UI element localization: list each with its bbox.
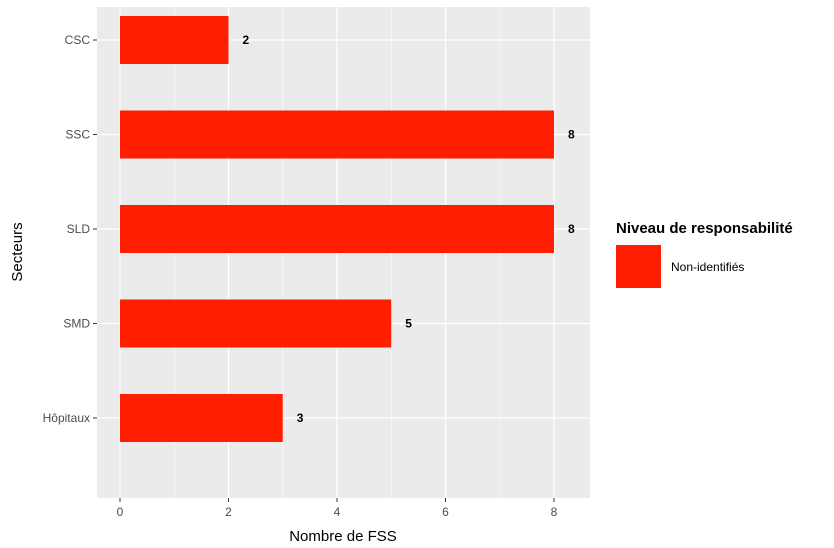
y-tick-label: SMD <box>63 317 90 331</box>
bars <box>120 16 554 442</box>
bar-data-label: 2 <box>243 33 250 47</box>
x-tick-label: 8 <box>551 505 558 519</box>
x-tick-label: 2 <box>225 505 232 519</box>
bar-data-label: 8 <box>568 222 575 236</box>
bar-smd <box>120 299 392 348</box>
legend-title: Niveau de responsabilité <box>616 220 793 237</box>
y-axis-title: Secteurs <box>9 222 26 281</box>
x-axis-title: Nombre de FSS <box>289 528 397 545</box>
y-tick-label: SLD <box>67 222 91 236</box>
x-tick-label: 6 <box>442 505 449 519</box>
legend: Niveau de responsabilité Non-identifiés <box>616 220 793 288</box>
x-tick-label: 4 <box>334 505 341 519</box>
bar-data-labels: 2 8 8 5 3 <box>243 33 576 425</box>
bar-csc <box>120 16 229 64</box>
bar-sld <box>120 205 554 253</box>
y-axis: CSC SSC SLD SMD Hôpitaux <box>43 33 97 425</box>
legend-key-non-identifies <box>616 245 661 288</box>
bar-data-label: 8 <box>568 128 575 142</box>
bar-data-label: 5 <box>405 317 412 331</box>
y-tick-label: CSC <box>65 33 91 47</box>
x-axis: 0 2 4 6 8 <box>117 498 558 519</box>
bar-ssc <box>120 110 554 159</box>
bar-data-label: 3 <box>297 411 304 425</box>
bar-hôpitaux <box>120 394 283 442</box>
y-tick-label: Hôpitaux <box>43 411 90 425</box>
legend-label-non-identifies: Non-identifiés <box>671 260 744 274</box>
x-tick-label: 0 <box>117 505 124 519</box>
y-tick-label: SSC <box>65 128 90 142</box>
